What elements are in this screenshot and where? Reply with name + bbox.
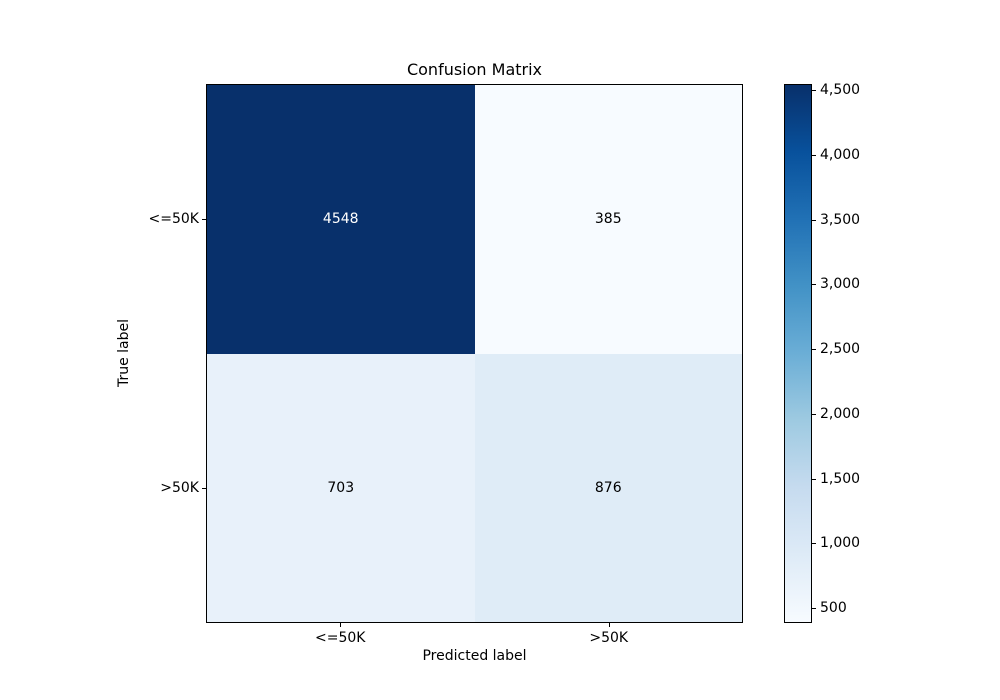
colorbar-tick-mark (812, 90, 816, 92)
y-tick-label: <=50K (148, 210, 199, 227)
x-tick-mark (340, 623, 342, 627)
x-tick-label: <=50K (315, 630, 366, 646)
colorbar-tick-mark (812, 154, 816, 156)
y-tick-mark (202, 218, 206, 220)
colorbar-tick-label: 4,500 (820, 82, 861, 99)
x-tick-label: >50K (589, 630, 629, 646)
colorbar-tick-label: 3,000 (820, 276, 861, 293)
colorbar-tick-mark (812, 478, 816, 480)
x-tick-mark (608, 623, 610, 627)
colorbar-tick-label: 4,000 (820, 146, 861, 163)
colorbar-tick-mark (812, 349, 816, 351)
y-axis-label: True label (116, 318, 132, 388)
matrix-cell: 4548 (207, 85, 475, 354)
colorbar-tick-label: 2,500 (820, 341, 861, 358)
colorbar-tick-mark (812, 543, 816, 545)
matrix-cell: 703 (207, 353, 475, 622)
heatmap-plot: 4548 385 703 876 (206, 84, 743, 623)
colorbar-tick-mark (812, 413, 816, 415)
colorbar-tick-mark (812, 608, 816, 610)
matrix-cell: 385 (474, 85, 742, 354)
colorbar-tick-label: 500 (820, 600, 847, 617)
colorbar (784, 84, 812, 623)
y-tick-mark (202, 488, 206, 490)
colorbar-tick-label: 1,500 (820, 470, 861, 487)
matrix-cell: 876 (474, 353, 742, 622)
colorbar-tick-label: 1,000 (820, 535, 861, 552)
chart-title: Confusion Matrix (406, 60, 543, 79)
y-tick-label: >50K (160, 480, 199, 497)
colorbar-tick-mark (812, 219, 816, 221)
colorbar-tick-label: 2,000 (820, 405, 861, 422)
x-axis-label: Predicted label (422, 648, 527, 664)
colorbar-tick-mark (812, 284, 816, 286)
colorbar-tick-label: 3,500 (820, 211, 861, 228)
